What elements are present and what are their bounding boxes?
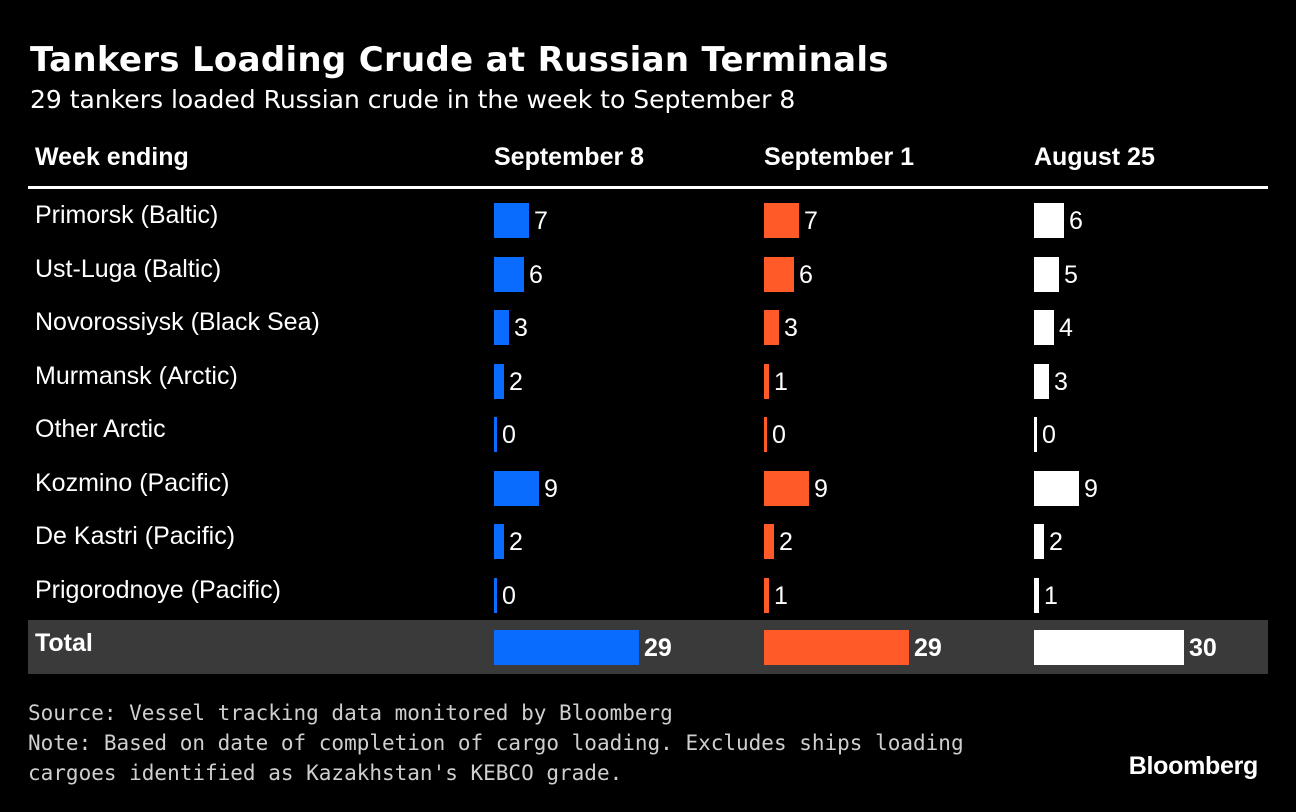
bar-total-sep8 bbox=[494, 630, 639, 665]
note-line-1: Note: Based on date of completion of car… bbox=[28, 731, 964, 755]
value-de-kastri-pacific-sep1: 2 bbox=[779, 528, 793, 556]
column-header-sep1: September 1 bbox=[764, 143, 915, 171]
value-primorsk-baltic-aug25: 6 bbox=[1069, 207, 1083, 235]
bar-kozmino-pacific-aug25 bbox=[1034, 470, 1079, 506]
value-prigorodnoye-pacific-aug25: 1 bbox=[1044, 581, 1058, 610]
bar-total-aug25 bbox=[1034, 630, 1184, 665]
bar-ust-luga-baltic-aug25 bbox=[1034, 256, 1059, 292]
value-kozmino-pacific-sep1: 9 bbox=[814, 474, 828, 503]
bar-ust-luga-baltic-sep8 bbox=[494, 256, 524, 292]
header-divider bbox=[28, 186, 1268, 189]
bar-novorossiysk-black-sea-sep8 bbox=[494, 310, 509, 345]
value-de-kastri-pacific-sep8: 2 bbox=[509, 528, 523, 556]
value-primorsk-baltic-sep8: 7 bbox=[534, 207, 548, 235]
value-total-aug25: 30 bbox=[1189, 634, 1217, 662]
column-header-aug25: August 25 bbox=[1034, 143, 1155, 171]
value-kozmino-pacific-sep8: 9 bbox=[544, 474, 558, 503]
bar-murmansk-arctic-aug25 bbox=[1034, 363, 1049, 399]
value-other-arctic-sep1: 0 bbox=[772, 421, 786, 449]
bar-other-arctic-aug25 bbox=[1034, 417, 1037, 452]
bar-primorsk-baltic-aug25 bbox=[1034, 203, 1064, 238]
value-novorossiysk-black-sea-sep8: 3 bbox=[514, 314, 528, 342]
row-label-novorossiysk-black-sea: Novorossiysk (Black Sea) bbox=[35, 308, 320, 336]
chart-title: Tankers Loading Crude at Russian Termina… bbox=[30, 40, 889, 80]
bar-de-kastri-pacific-aug25 bbox=[1034, 524, 1044, 559]
bar-novorossiysk-black-sea-sep1 bbox=[764, 310, 779, 345]
bar-primorsk-baltic-sep8 bbox=[494, 203, 529, 238]
bar-prigorodnoye-pacific-sep1 bbox=[764, 577, 769, 613]
source-text: Source: Vessel tracking data monitored b… bbox=[28, 701, 673, 725]
value-de-kastri-pacific-aug25: 2 bbox=[1049, 528, 1063, 556]
bloomberg-logo: Bloomberg bbox=[1128, 752, 1259, 780]
value-total-sep1: 29 bbox=[914, 634, 942, 662]
source-notes: Source: Vessel tracking data monitored b… bbox=[28, 698, 964, 788]
column-header-sep8: September 8 bbox=[494, 143, 645, 171]
bar-other-arctic-sep1 bbox=[764, 417, 767, 452]
value-prigorodnoye-pacific-sep8: 0 bbox=[502, 581, 516, 610]
chart-subtitle: 29 tankers loaded Russian crude in the w… bbox=[30, 85, 796, 114]
value-murmansk-arctic-aug25: 3 bbox=[1054, 367, 1068, 396]
value-ust-luga-baltic-sep8: 6 bbox=[529, 260, 543, 289]
row-label-other-arctic: Other Arctic bbox=[35, 415, 166, 443]
value-primorsk-baltic-sep1: 7 bbox=[804, 207, 818, 235]
bar-prigorodnoye-pacific-aug25 bbox=[1034, 577, 1039, 613]
bar-kozmino-pacific-sep1 bbox=[764, 470, 809, 506]
note-line-2: cargoes identified as Kazakhstan's KEBCO… bbox=[28, 761, 623, 785]
bar-novorossiysk-black-sea-aug25 bbox=[1034, 310, 1054, 345]
value-novorossiysk-black-sea-sep1: 3 bbox=[784, 314, 798, 342]
bar-prigorodnoye-pacific-sep8 bbox=[494, 577, 497, 613]
bar-murmansk-arctic-sep8 bbox=[494, 363, 504, 399]
row-label-prigorodnoye-pacific: Prigorodnoye (Pacific) bbox=[35, 575, 281, 604]
bar-de-kastri-pacific-sep1 bbox=[764, 524, 774, 559]
value-other-arctic-sep8: 0 bbox=[502, 421, 516, 449]
bar-ust-luga-baltic-sep1 bbox=[764, 256, 794, 292]
bar-primorsk-baltic-sep1 bbox=[764, 203, 799, 238]
value-other-arctic-aug25: 0 bbox=[1042, 421, 1056, 449]
value-murmansk-arctic-sep8: 2 bbox=[509, 367, 523, 396]
value-ust-luga-baltic-aug25: 5 bbox=[1064, 260, 1078, 289]
bar-kozmino-pacific-sep8 bbox=[494, 470, 539, 506]
row-label-primorsk-baltic: Primorsk (Baltic) bbox=[35, 201, 219, 229]
row-label-kozmino-pacific: Kozmino (Pacific) bbox=[35, 468, 230, 497]
bar-de-kastri-pacific-sep8 bbox=[494, 524, 504, 559]
value-novorossiysk-black-sea-aug25: 4 bbox=[1059, 314, 1073, 342]
value-ust-luga-baltic-sep1: 6 bbox=[799, 260, 813, 289]
row-label-total: Total bbox=[35, 629, 93, 657]
bar-total-sep1 bbox=[764, 630, 909, 665]
row-label-ust-luga-baltic: Ust-Luga (Baltic) bbox=[35, 254, 222, 283]
bar-murmansk-arctic-sep1 bbox=[764, 363, 769, 399]
row-header: Week ending bbox=[35, 143, 189, 171]
row-label-de-kastri-pacific: De Kastri (Pacific) bbox=[35, 522, 236, 550]
row-label-murmansk-arctic: Murmansk (Arctic) bbox=[35, 361, 238, 390]
value-total-sep8: 29 bbox=[644, 634, 672, 662]
value-kozmino-pacific-aug25: 9 bbox=[1084, 474, 1098, 503]
value-prigorodnoye-pacific-sep1: 1 bbox=[774, 581, 788, 610]
value-murmansk-arctic-sep1: 1 bbox=[774, 367, 788, 396]
bar-other-arctic-sep8 bbox=[494, 417, 497, 452]
